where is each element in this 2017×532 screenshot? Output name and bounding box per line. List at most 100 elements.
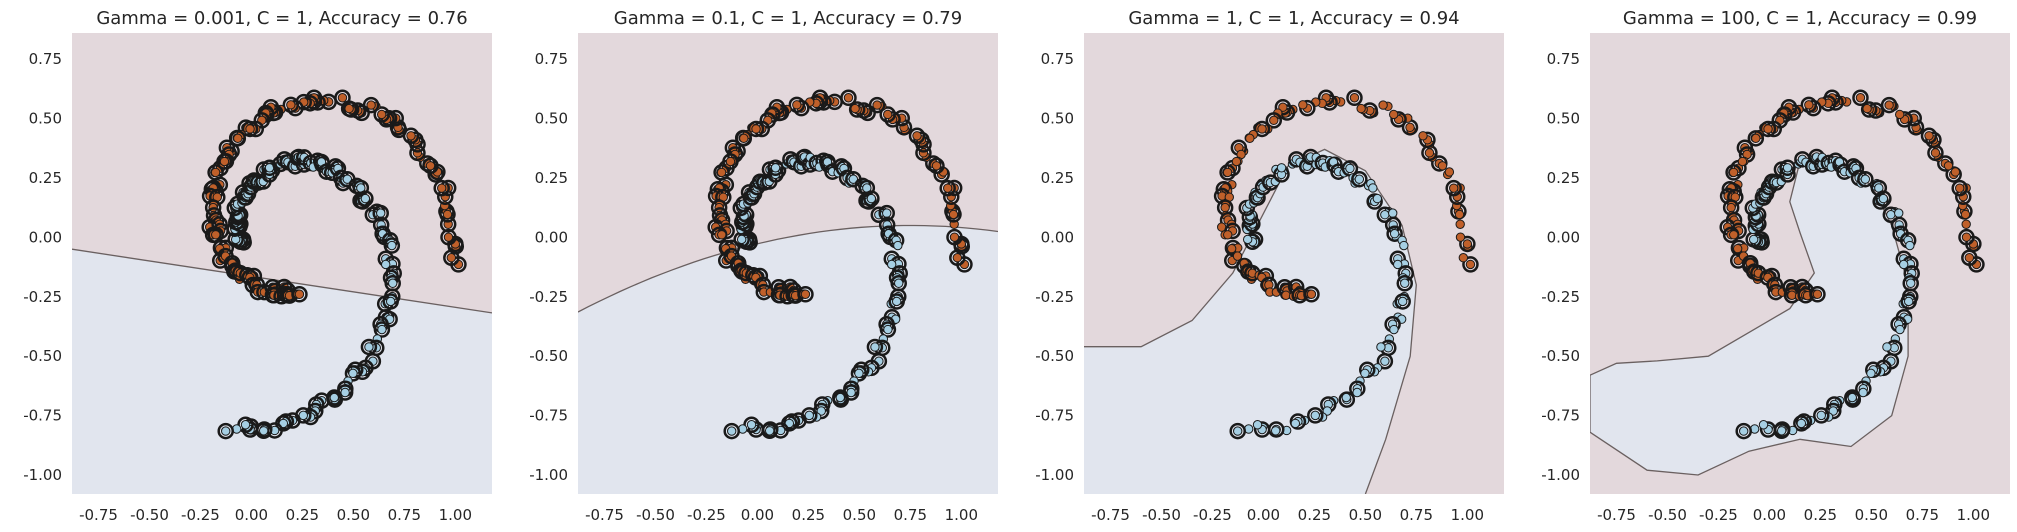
point-blue xyxy=(1380,356,1390,366)
y-tick-label: -0.50 xyxy=(23,347,62,365)
point-orange xyxy=(1226,243,1237,254)
point-blue xyxy=(1796,418,1807,429)
support-vector-ring xyxy=(1253,421,1271,438)
point-orange xyxy=(1458,253,1469,263)
y-tick-label: 0.00 xyxy=(29,228,62,246)
support-vector-ring xyxy=(382,293,399,310)
point-orange xyxy=(872,100,882,110)
support-vector-ring xyxy=(1265,112,1283,129)
support-vector-ring xyxy=(241,120,259,138)
point-orange xyxy=(1732,243,1743,254)
point-blue xyxy=(891,296,902,307)
point-orange xyxy=(1269,115,1279,126)
point-blue xyxy=(1816,410,1826,421)
support-vector-ring xyxy=(422,157,439,175)
support-vector-ring xyxy=(933,166,950,183)
point-blue xyxy=(1886,210,1896,220)
y-tick-label: 0.25 xyxy=(29,169,62,187)
support-vector-ring xyxy=(863,190,880,207)
point-blue xyxy=(1400,278,1410,288)
region-lower-class xyxy=(1590,161,1909,476)
y-tick-label: -0.50 xyxy=(1035,347,1074,365)
support-vector-ring xyxy=(1462,256,1479,273)
x-tick-label: -0.25 xyxy=(181,506,220,524)
support-vector-ring xyxy=(1920,127,1938,145)
support-vector-ring xyxy=(848,101,866,118)
point-orange xyxy=(286,100,296,110)
support-vector-ring xyxy=(1951,179,1968,197)
support-vector-ring xyxy=(344,365,362,382)
point-orange xyxy=(443,232,454,242)
point-orange xyxy=(1462,239,1473,249)
x-tick-label: -0.50 xyxy=(1142,506,1181,524)
point-orange xyxy=(1930,148,1941,158)
support-vector-ring xyxy=(767,159,784,177)
y-tick-label: 0.00 xyxy=(535,228,568,246)
y-tick-label: -1.00 xyxy=(23,466,62,484)
point-blue xyxy=(1393,259,1403,270)
x-tick-label: 0.50 xyxy=(1349,506,1382,524)
support-vector-ring xyxy=(866,338,884,356)
y-tick-label: 0.25 xyxy=(1041,169,1074,187)
point-blue xyxy=(1899,259,1909,270)
point-orange xyxy=(1455,219,1465,229)
point-orange xyxy=(1964,253,1975,263)
support-vector-ring xyxy=(928,157,945,175)
support-vector-ring xyxy=(1860,101,1878,118)
support-vector-ring xyxy=(354,193,371,210)
support-vector-ring xyxy=(1419,131,1436,149)
support-vector-ring xyxy=(1735,422,1752,440)
support-vector-ring xyxy=(373,321,391,338)
support-vector-ring xyxy=(261,159,278,177)
point-blue xyxy=(258,426,269,436)
support-vector-ring xyxy=(1875,190,1892,207)
support-vector-ring xyxy=(241,421,259,438)
point-orange xyxy=(1804,100,1814,110)
point-orange xyxy=(376,109,387,120)
point-orange xyxy=(1449,183,1459,193)
x-tick-label: -0.25 xyxy=(1193,506,1232,524)
support-vector-ring xyxy=(1394,293,1411,310)
support-vector-ring xyxy=(1793,415,1810,432)
point-orange xyxy=(1298,100,1308,110)
point-blue xyxy=(1758,420,1769,430)
y-tick-label: -0.75 xyxy=(1541,407,1580,425)
point-blue xyxy=(278,418,289,429)
subplot-title: Gamma = 1, C = 1, Accuracy = 0.94 xyxy=(1128,8,1459,29)
y-tick-label: -1.00 xyxy=(529,466,568,484)
support-vector-ring xyxy=(1366,193,1383,210)
x-tick-label: 0.25 xyxy=(1804,506,1837,524)
support-vector-ring xyxy=(1800,96,1818,114)
support-vector-ring xyxy=(1376,352,1394,370)
point-blue xyxy=(1276,163,1287,173)
y-tick-label: -0.25 xyxy=(1035,288,1074,306)
support-vector-ring xyxy=(1925,131,1942,149)
subplot-1: Gamma = 0.001, C = 1, Accuracy = 0.76 -0.… xyxy=(23,8,492,524)
support-vector-ring xyxy=(381,310,398,328)
point-blue xyxy=(1270,426,1281,436)
point-orange xyxy=(800,289,811,299)
point-blue xyxy=(298,410,308,421)
support-vector-ring xyxy=(282,96,300,114)
point-orange xyxy=(425,161,436,171)
point-orange xyxy=(1231,156,1242,167)
point-blue xyxy=(764,426,775,436)
point-orange xyxy=(1961,219,1971,229)
support-vector-ring xyxy=(1219,164,1236,181)
x-tick-label: 0.75 xyxy=(1400,506,1433,524)
support-vector-ring xyxy=(1852,89,1869,107)
point-orange xyxy=(1812,289,1823,299)
support-vector-ring xyxy=(879,106,896,123)
point-orange xyxy=(406,131,416,141)
point-orange xyxy=(1862,103,1872,114)
point-orange xyxy=(1232,251,1243,261)
point-blue xyxy=(1882,342,1892,352)
point-orange xyxy=(1418,131,1428,141)
point-blue xyxy=(1828,406,1838,416)
point-blue xyxy=(1748,234,1759,245)
point-orange xyxy=(1278,102,1288,112)
y-tick-label: 0.75 xyxy=(1041,50,1074,68)
support-vector-ring xyxy=(819,153,836,171)
point-orange xyxy=(717,230,727,240)
